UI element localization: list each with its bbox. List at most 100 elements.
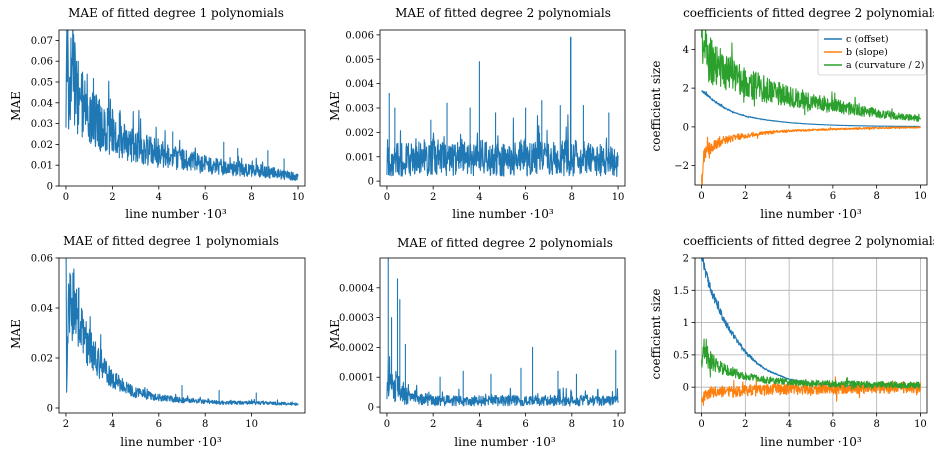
panel-3-plot-area: 0 2 4 6 8 10 −2 0 2 4 (674, 29, 928, 202)
panel-5-xlabel: line number ·10³ (454, 435, 556, 449)
x-tick-label: 2 (742, 191, 748, 202)
y-tick-label: 0.004 (345, 79, 374, 90)
y-tick-label: 0.5 (673, 350, 689, 361)
x-tick-label: 10 (914, 419, 927, 430)
y-tick-label: 0.06 (31, 254, 53, 265)
panel-6-ylabel: coefficient size (649, 289, 663, 380)
legend-box (817, 29, 927, 76)
y-tick-label: 0 (683, 383, 689, 394)
y-tick-label: 2 (683, 254, 689, 265)
y-tick-label: 0.0001 (339, 373, 374, 384)
y-tick-label: 0.03 (31, 119, 53, 130)
x-tick-label: 6 (156, 419, 162, 430)
y-tick-label: 0.04 (31, 304, 53, 315)
x-tick-label: 6 (830, 191, 836, 202)
x-tick-label: 2 (109, 192, 115, 203)
y-tick-label: 2 (683, 84, 689, 95)
y-tick-label: 0.002 (345, 128, 374, 139)
series-1-line (65, 258, 299, 406)
series-c-line (701, 90, 921, 128)
x-tick-label: 2 (430, 419, 436, 430)
y-tick-label: 0 (47, 404, 53, 415)
panel-5: MAE of fitted degree 2 polynomials 0 2 4 6 8… (328, 236, 626, 449)
series-a-line (701, 30, 921, 122)
panel-4-xlabel: line number ·10³ (120, 435, 222, 449)
x-tick-label: 2 (63, 419, 69, 430)
y-tick-label: 0 (368, 403, 374, 414)
x-tick-label: 4 (476, 419, 482, 430)
y-tick-label: 0.003 (345, 104, 374, 115)
panel-5-ylabel: MAE (328, 319, 342, 349)
x-tick-label: 6 (522, 192, 528, 203)
series-1-line (386, 258, 619, 407)
axes-frame (694, 29, 928, 186)
series-1-line (386, 36, 619, 178)
y-tick-label: 0.006 (345, 30, 374, 41)
axes-frame (379, 257, 626, 414)
panel-3-legend: c (offset) b (slope) a (curvature / 2) (817, 29, 927, 76)
panel-1-plot-area: 0 2 4 6 8 10 0 0.01 0.02 0.03 0.04 0.05 0.06 0.07 (31, 29, 306, 203)
panel-5-title: MAE of fitted degree 2 polynomials (397, 236, 613, 250)
legend-label-a: a (curvature / 2) (846, 60, 925, 71)
panel-1-ylabel: MAE (9, 91, 23, 121)
y-tick-label: 0.005 (345, 55, 374, 66)
x-tick-label: 4 (786, 419, 792, 430)
x-tick-label: 8 (873, 191, 879, 202)
y-tick-label: 0 (47, 182, 53, 193)
panel-4-plot-area: 2 4 6 8 10 0 0.02 0.04 0.06 (31, 254, 306, 430)
legend-label-b: b (slope) (846, 47, 888, 58)
x-tick-label: 4 (786, 191, 792, 202)
x-tick-label: 4 (476, 192, 482, 203)
panel-6-plot-area: 0 2 4 6 8 10 0 0.5 1 1.5 2 (673, 254, 928, 430)
axes-frame (58, 257, 306, 414)
y-tick-label: 0.02 (31, 354, 53, 365)
x-tick-label: 10 (612, 192, 625, 203)
y-tick-label: 0.07 (31, 36, 53, 47)
x-tick-label: 2 (430, 192, 436, 203)
panel-4: MAE of fitted degree 1 polynomials 2 4 6 8 1… (9, 234, 306, 449)
x-tick-label: 10 (245, 419, 258, 430)
series-2-line (701, 376, 921, 406)
x-tick-label: 10 (612, 419, 625, 430)
legend-label-c: c (offset) (846, 34, 889, 45)
y-tick-label: 0.0002 (339, 343, 374, 354)
x-tick-label: 0 (63, 192, 69, 203)
panel-5-plot-area: 0 2 4 6 8 10 0 0.0001 0.0002 0.0003 0.0004 (339, 257, 626, 430)
x-tick-label: 0 (698, 191, 704, 202)
axes-frame (58, 29, 306, 187)
panel-2-ylabel: MAE (328, 91, 342, 121)
y-tick-label: 4 (683, 45, 689, 56)
panel-6-xlabel: line number ·10³ (760, 435, 862, 449)
panel-3-title: coefficients of fitted degree 2 polynomi… (683, 6, 934, 20)
panel-1-xlabel: line number ·10³ (125, 207, 227, 221)
x-tick-label: 8 (248, 192, 254, 203)
y-tick-label: 0.02 (31, 140, 53, 151)
y-tick-label: 0.06 (31, 57, 53, 68)
panel-2: MAE of fitted degree 2 polynomials 0 2 4 6 8… (328, 6, 626, 221)
panel-6: coefficients of fitted degree 2 polynomi… (649, 234, 934, 449)
panel-2-plot-area: 0 2 4 6 8 10 0 0.001 0.002 0.003 0.004 0.005 0.006 (345, 29, 626, 203)
panel-1-title: MAE of fitted degree 1 polynomials (68, 6, 284, 20)
x-tick-label: 4 (109, 419, 115, 430)
x-tick-label: 10 (292, 192, 305, 203)
series-b-line (701, 126, 921, 185)
y-tick-label: 0.0003 (339, 313, 374, 324)
panel-4-ylabel: MAE (9, 319, 23, 349)
x-tick-label: 0 (698, 419, 704, 430)
y-tick-label: 0.01 (31, 161, 53, 172)
panel-3: coefficients of fitted degree 2 polynomi… (649, 6, 934, 221)
panel-2-title: MAE of fitted degree 2 polynomials (395, 6, 611, 20)
y-tick-label: 0.04 (31, 98, 53, 109)
panel-1: MAE of fitted degree 1 polynomials 0 2 4 6 8… (9, 6, 306, 221)
x-tick-label: 8 (202, 419, 208, 430)
x-tick-label: 6 (202, 192, 208, 203)
x-tick-label: 0 (384, 192, 390, 203)
series-1-line (65, 30, 299, 181)
series-1-line (701, 258, 921, 389)
x-tick-label: 6 (830, 419, 836, 430)
x-tick-label: 0 (384, 419, 390, 430)
y-tick-label: 0 (683, 122, 689, 133)
y-tick-label: 0.0004 (339, 283, 374, 294)
x-tick-label: 2 (742, 419, 748, 430)
